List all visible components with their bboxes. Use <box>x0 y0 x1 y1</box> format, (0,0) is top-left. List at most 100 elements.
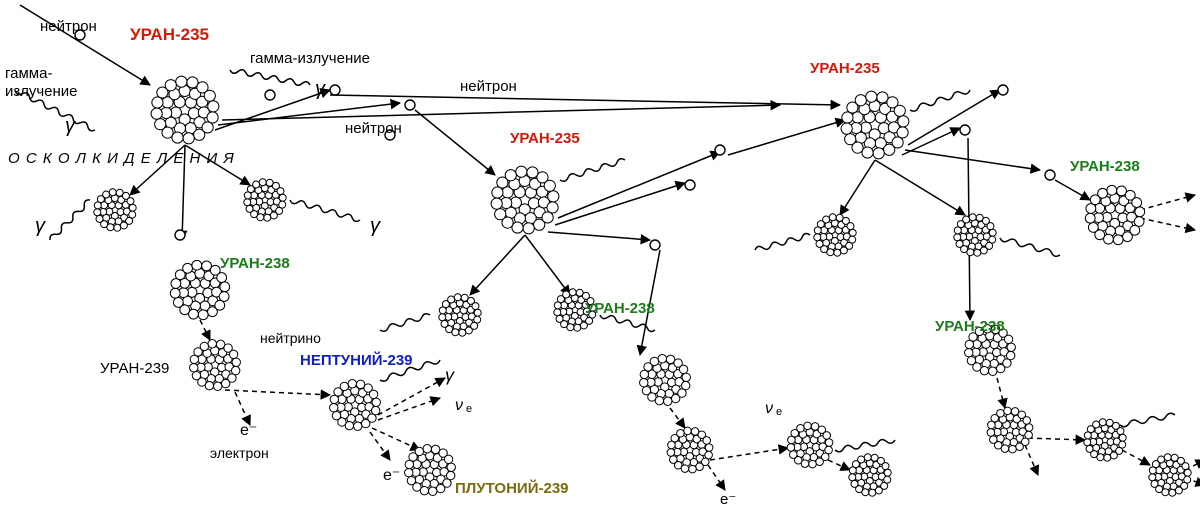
gamma-wave <box>380 314 430 332</box>
label: УРАН-235 <box>130 25 209 45</box>
label: e⁻ <box>240 420 257 440</box>
arrow <box>470 235 525 295</box>
neutron <box>175 230 185 240</box>
label: излучение <box>5 83 78 100</box>
dashed-arrow <box>828 460 850 470</box>
arrow <box>728 120 845 155</box>
label: γ <box>315 78 325 101</box>
label: нейтрон <box>40 18 97 35</box>
arrow <box>905 150 1040 170</box>
neutron <box>650 240 660 250</box>
label: e <box>776 406 782 418</box>
label: ПЛУТОНИЙ-239 <box>455 480 569 497</box>
gamma-wave <box>50 200 90 240</box>
label: УРАН-235 <box>810 60 880 77</box>
dashed-arrow <box>710 448 788 460</box>
nucleus <box>1145 450 1195 500</box>
nucleus <box>950 210 1000 260</box>
label: УРАН-238 <box>1070 158 1140 175</box>
neutron <box>1045 170 1055 180</box>
nucleus <box>983 403 1037 457</box>
nucleus <box>1080 415 1130 465</box>
gamma-wave <box>290 200 360 221</box>
label: нейтрон <box>345 120 402 137</box>
dashed-arrow <box>1028 438 1085 440</box>
dashed-arrow <box>708 465 725 490</box>
dashed-arrow <box>370 432 390 460</box>
dashed-arrow <box>225 390 330 395</box>
label: γ <box>445 365 454 386</box>
gamma-wave <box>1000 238 1060 256</box>
label: УРАН-239 <box>100 360 169 377</box>
neutron <box>998 85 1008 95</box>
arrow <box>1055 180 1090 200</box>
label: гамма- <box>5 65 52 82</box>
label: НЕПТУНИЙ-239 <box>300 352 413 369</box>
arrow <box>875 160 965 215</box>
nucleus <box>1080 180 1150 250</box>
label: нейтрино <box>260 330 321 346</box>
nucleus <box>810 210 860 260</box>
nucleus <box>485 160 565 240</box>
neutron <box>330 85 340 95</box>
gamma-wave <box>1120 413 1175 426</box>
gamma-wave <box>560 159 625 182</box>
dashed-arrow <box>1140 195 1195 210</box>
nucleus <box>845 450 895 500</box>
label: e⁻ <box>383 465 400 485</box>
label: гамма-излучение <box>250 50 370 67</box>
nucleus <box>185 335 245 395</box>
arrow <box>548 232 650 240</box>
arrow <box>415 110 495 175</box>
label: γ <box>35 215 45 238</box>
nucleus <box>145 70 225 150</box>
gamma-wave <box>910 90 970 111</box>
nucleus <box>663 423 717 477</box>
label: γ <box>370 215 380 238</box>
arrow <box>555 183 685 225</box>
neutron <box>715 145 725 155</box>
nucleus <box>240 175 290 225</box>
arrow <box>525 235 570 295</box>
dashed-arrow <box>378 378 445 415</box>
dashed-arrow <box>997 378 1005 408</box>
dashed-arrow <box>372 428 420 450</box>
label: УРАН-235 <box>510 130 580 147</box>
arrow <box>558 152 720 218</box>
gamma-wave <box>230 70 310 86</box>
gamma-wave <box>755 234 810 250</box>
nucleus <box>835 85 915 165</box>
fission-chain-diagram: нейтрон УРАН-235 гамма-излучение γ гамма-изл… <box>0 0 1200 506</box>
label: ν <box>765 400 773 418</box>
diagram-svg <box>0 0 1200 506</box>
label: γ <box>65 115 75 138</box>
label: УРАН-238 <box>935 318 1005 335</box>
dashed-arrow <box>378 398 440 420</box>
label: электрон <box>210 445 269 461</box>
dashed-arrow <box>200 320 210 340</box>
label: e⁻ <box>720 490 736 506</box>
label: УРАН-238 <box>585 300 655 317</box>
gamma-wave <box>835 440 895 452</box>
neutron <box>960 125 970 135</box>
dashed-arrow <box>1025 445 1038 475</box>
dashed-arrow <box>1140 218 1195 230</box>
arrow <box>908 90 1000 145</box>
arrow <box>222 105 780 120</box>
nucleus <box>435 290 485 340</box>
dashed-arrow <box>1122 450 1150 465</box>
dashed-arrow <box>670 408 685 428</box>
arrow <box>840 160 875 215</box>
label: УРАН-238 <box>220 255 290 272</box>
label: О С К О Л К И Д Е Л Е Н И Я <box>8 150 235 167</box>
label: e <box>466 403 472 415</box>
nucleus <box>400 440 460 500</box>
nucleus <box>635 350 695 410</box>
neutron <box>405 100 415 110</box>
nucleus <box>325 375 385 435</box>
label: нейтрон <box>460 78 517 95</box>
nucleus <box>783 418 837 472</box>
label: ν <box>455 397 463 415</box>
neutron <box>685 180 695 190</box>
neutron <box>265 90 275 100</box>
